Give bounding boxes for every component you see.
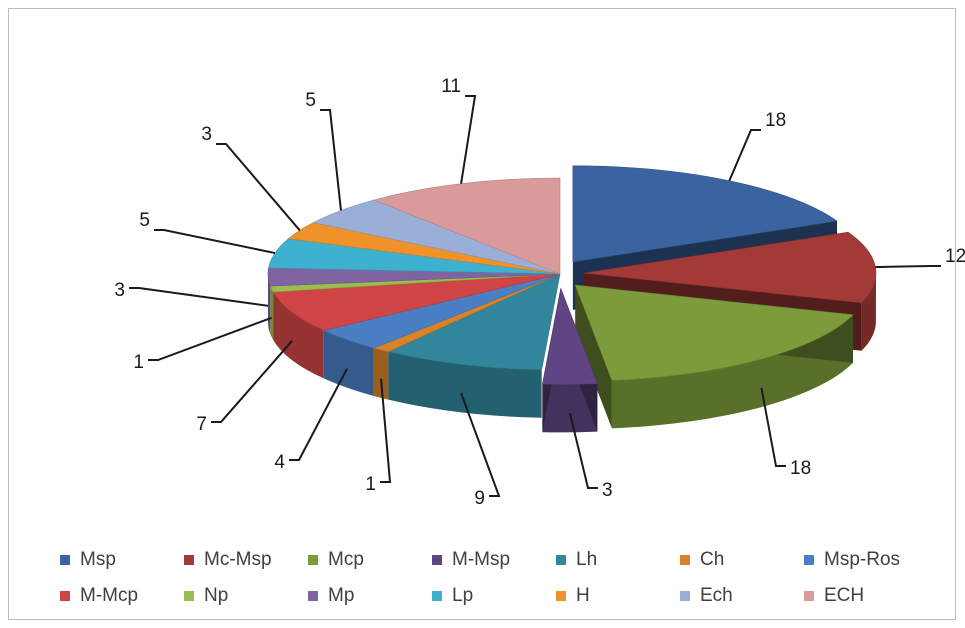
leader-line-Lp [154,229,276,255]
leader-line-Ch [380,378,392,483]
legend-swatch [680,591,690,601]
slice-ECH [372,177,561,275]
legend-swatch [308,555,318,565]
data-label-Ech: 5 [305,90,316,111]
legend-swatch [804,591,814,601]
slice-Msp [572,165,838,263]
leader-line-Np [148,316,272,361]
legend-swatch [308,591,318,601]
leader-line-Lh [460,392,501,497]
data-label-Np: 1 [133,352,144,373]
legend-item-Mp: Mp [308,584,432,608]
slice-M-Mcp [272,273,561,331]
leader-line-M-Mcp [211,340,293,423]
data-label-H: 3 [201,124,212,145]
leader-lines [129,95,941,497]
legend: Msp Mc-Msp Mcp M-Msp Lh Ch Msp-Ros M-Mcp Np Mp Lp H… [60,548,940,608]
legend-label: M-Msp [452,549,511,570]
legend-swatch [60,555,70,565]
legend-label: H [576,585,590,606]
data-label-Msp-Ros: 4 [274,452,285,473]
data-label-Mcp: 18 [790,458,811,479]
slice-Mc-Msp [583,231,877,304]
legend-label: Mc-Msp [204,549,272,570]
data-label-ECH: 11 [441,76,461,97]
legend-swatch [804,555,814,565]
legend-label: Msp [80,549,116,570]
legend-item-H: H [556,584,680,608]
data-label-Ch: 1 [365,474,376,495]
leader-line-Mc-Msp [875,265,941,269]
legend-label: Lh [576,549,598,570]
slice-M-Msp [542,287,598,385]
legend-label: Np [204,585,229,606]
legend-item-Mcp: Mcp [308,548,432,572]
legend-item-ECH: ECH [804,584,928,608]
legend-label: ECH [824,585,865,606]
legend-label: Ch [700,549,725,570]
data-label-Mc-Msp: 12 [945,246,965,267]
legend-item-Lh: Lh [556,548,680,572]
legend-swatch [184,591,194,601]
legend-swatch [184,555,194,565]
legend-item-M-Mcp: M-Mcp [60,584,184,608]
data-label-Lh: 9 [474,488,485,509]
slice-side-Mc-Msp [861,273,876,351]
leader-line-Ech [320,109,342,211]
legend-label: Mcp [328,549,364,570]
slice-Mcp [574,284,854,381]
slice-Lh [387,273,561,371]
legend-item-Msp-Ros: Msp-Ros [804,548,928,572]
slice-labels: 18 12 18 3 9 1 4 7 1 3 5 3 5 11 [114,76,965,509]
data-label-M-Mcp: 7 [196,414,207,435]
data-label-Lp: 5 [139,210,150,231]
data-label-Msp: 18 [765,110,786,131]
slice-side-Np [270,286,274,340]
legend-label: M-Mcp [80,585,139,606]
legend-item-Ech: Ech [680,584,804,608]
legend-label: Mp [328,585,355,606]
legend-item-Msp: Msp [60,548,184,572]
legend-item-Lp: Lp [432,584,556,608]
legend-label: Lp [452,585,474,606]
leader-line-H [216,143,301,232]
legend-label: Ech [700,585,733,606]
legend-item-Mc-Msp: Mc-Msp [184,548,308,572]
slice-side-M-Mcp [273,291,324,379]
legend-swatch [680,555,690,565]
data-label-M-Msp: 3 [602,480,613,501]
slice-side-Ch [373,347,389,400]
legend-swatch [432,555,442,565]
legend-item-M-Msp: M-Msp [432,548,556,572]
slice-cut-Mcp-1 [575,285,612,429]
leader-line-Mcp [760,387,786,467]
slice-side-Msp-Ros [323,330,374,396]
legend-swatch [556,591,566,601]
legend-swatch [556,555,566,565]
pie-tops [267,165,877,385]
legend-label: Msp-Ros [824,549,901,570]
legend-swatch [60,591,70,601]
leader-line-Msp [728,129,761,182]
slice-side-Mcp [611,314,854,429]
data-label-Mp: 3 [114,280,125,301]
legend-swatch [432,591,442,601]
legend-item-Np: Np [184,584,308,608]
leader-line-ECH [460,95,477,184]
legend-item-Ch: Ch [680,548,804,572]
leader-line-M-Msp [568,412,598,489]
leader-line-Mp [129,287,269,307]
leader-line-Msp-Ros [289,368,349,461]
